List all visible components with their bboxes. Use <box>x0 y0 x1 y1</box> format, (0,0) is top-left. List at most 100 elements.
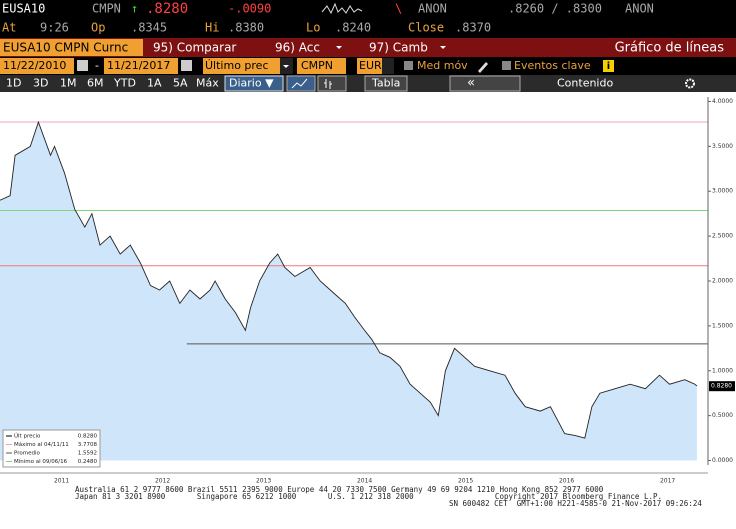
legend-label: Máximo al 04/11/11 <box>14 441 69 448</box>
source-setting: CMPN <box>301 59 333 72</box>
y-tick-label: 2.5000 <box>712 233 733 240</box>
table-button[interactable] <box>364 75 408 92</box>
menu-bg <box>0 38 736 57</box>
period-buttons: 1D 3D 1M 6M YTD 1A 5A Máx <box>6 77 219 90</box>
x-tick-label: 2012 <box>155 478 170 485</box>
legend-label: Mínimo al 09/06/16 <box>14 458 68 465</box>
legend-box <box>2 429 101 468</box>
sparkline-icon <box>321 2 363 15</box>
currency: EUR <box>359 59 382 72</box>
x-tick-label: 2016 <box>559 478 574 485</box>
quote-bg <box>0 0 736 38</box>
change-button[interactable]: 97) Camb <box>369 41 428 55</box>
last: .8280 <box>146 1 188 17</box>
period-button[interactable]: 1M <box>60 77 77 90</box>
ask-source: ANON <box>625 2 654 16</box>
period-button[interactable]: 3D <box>33 77 48 90</box>
table: Tabla <box>371 77 400 90</box>
close-label: Close <box>408 21 444 35</box>
period-button[interactable]: 1A <box>147 77 162 90</box>
checkbox[interactable] <box>502 61 511 70</box>
frequency-box[interactable] <box>224 75 284 92</box>
x-tick-label: 2011 <box>54 478 69 485</box>
period-button[interactable]: Máx <box>196 77 219 90</box>
legend-value: 0.8280 <box>78 434 98 440</box>
pencil-icon[interactable] <box>478 62 488 73</box>
dropdown-icon <box>440 46 446 49</box>
lo-label: Lo <box>306 21 320 35</box>
period-button[interactable]: 1D <box>6 77 21 90</box>
period-button[interactable]: 5A <box>173 77 188 90</box>
last-price-tag <box>709 381 735 392</box>
legend-label: Últ precio <box>14 433 41 440</box>
line-icon <box>291 78 308 89</box>
arrow: ↑ <box>131 2 138 16</box>
gear-icon[interactable] <box>685 78 695 89</box>
y-tick-label: 1.0000 <box>712 367 733 374</box>
footer-line: Japan 81 3 3201 8900 Singapore 65 6212 1… <box>75 492 662 501</box>
field-select[interactable] <box>203 58 293 74</box>
tick-mark: \ <box>395 2 402 16</box>
hi-label: Hi <box>205 21 219 35</box>
legend-value: 0.2480 <box>78 459 98 465</box>
collapse-button[interactable] <box>449 75 521 92</box>
calendar-icon[interactable] <box>181 60 192 71</box>
compare-button[interactable]: 95) Comparar <box>153 41 236 55</box>
x-tick-label: 2014 <box>357 478 372 485</box>
info-box[interactable] <box>603 60 614 72</box>
security-box[interactable] <box>0 39 143 56</box>
legend-value: 3.7708 <box>78 442 98 448</box>
dropdown-icon <box>336 46 342 49</box>
chart-name: Gráfico de líneas <box>615 41 725 56</box>
end-date: 11/21/2017 <box>107 59 170 72</box>
security: EUSA10 CMPN Curnc <box>3 41 128 55</box>
ticker: EUSA10 <box>2 2 45 16</box>
start-date: 11/22/2010 <box>3 59 66 72</box>
y-tick-label: 0.5000 <box>712 412 733 419</box>
info: i <box>607 61 610 72</box>
collapse: « <box>467 76 475 91</box>
source: CMPN <box>92 2 121 16</box>
source-field[interactable] <box>297 58 346 74</box>
change: -.0090 <box>228 2 271 16</box>
dropdown-icon <box>283 65 289 68</box>
bid-source: ANON <box>418 2 447 16</box>
calendar-icon[interactable] <box>77 60 88 71</box>
field: Último prec <box>205 59 269 72</box>
y-tick-label: 0.0000 <box>712 457 733 464</box>
dropdown[interactable] <box>382 58 394 74</box>
bar-icon <box>324 79 332 89</box>
period-button[interactable]: 6M <box>87 77 104 90</box>
x-tick-label: 2015 <box>458 478 473 485</box>
plot: 0.0000 0.5000 1.0000 1.5000 2.0000 2.5000 3.00… <box>0 97 735 508</box>
last-price-label: 0.8280 <box>711 383 732 390</box>
area-fill <box>0 122 697 461</box>
end-field[interactable] <box>104 58 178 74</box>
x-tick-label: 2013 <box>256 478 271 485</box>
period-button[interactable]: YTD <box>113 77 136 90</box>
at-label: At <box>2 21 16 35</box>
actions-button[interactable]: 96) Acc <box>275 41 320 55</box>
legend-value: 1.5592 <box>78 451 97 457</box>
content[interactable]: Contenido <box>557 77 613 90</box>
moving-avg: Med móv <box>417 59 468 72</box>
lo: .8240 <box>335 21 371 35</box>
op: .8345 <box>131 21 167 35</box>
start-field[interactable] <box>0 58 74 74</box>
y-tick-label: 3.0000 <box>712 188 733 195</box>
close: .8370 <box>455 21 491 35</box>
y-tick-label: 2.0000 <box>712 278 733 285</box>
footer-line: Australia 61 2 9777 8600 Brazil 5511 239… <box>75 485 604 494</box>
dash: - <box>95 59 99 72</box>
price-line <box>0 120 698 439</box>
y-tick-label: 3.5000 <box>712 143 733 150</box>
y-tick-label: 4.0000 <box>712 98 733 105</box>
at: 9:26 <box>40 21 69 35</box>
frequency: Diario ▼ <box>229 77 274 90</box>
op-label: Op <box>91 21 105 35</box>
line-icon-button[interactable] <box>286 75 316 92</box>
footer-line: SN 600482 CET GMT+1:00 H221-4585-0 21-No… <box>449 499 702 508</box>
bid-ask: .8260 / .8300 <box>508 2 602 16</box>
checkbox[interactable] <box>404 61 413 70</box>
